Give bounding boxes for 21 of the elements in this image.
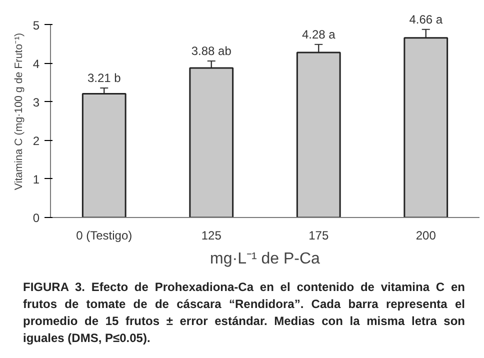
bar	[82, 93, 126, 218]
data-label: 3.21 b	[87, 70, 122, 85]
bar	[296, 52, 341, 218]
data-label: 4.66 a	[409, 12, 443, 26]
data-label: 3.88 ab	[191, 44, 232, 58]
y-tick-label: 4	[32, 56, 40, 71]
y-tick-label: 1	[32, 172, 40, 186]
bar	[404, 37, 448, 218]
x-tick-label: 175	[308, 228, 329, 242]
bar	[189, 67, 234, 218]
y-tick-label: 2	[32, 134, 40, 148]
x-tick-label: 125	[201, 228, 222, 242]
text: FIGURA 3. Efecto de Prohexadiona-Ca en el contenido de vitamina C en frutos de tomate de de cáscara “Rendidora”. Cada barra representa el promedio de 15 frutos ± error estándar. Medias con la misma letra son iguales (DMS, P≤0.05).	[23, 279, 465, 348]
y-tick-label: 5	[32, 18, 40, 32]
x-axis-title: mg·L⁻¹ de P-Ca	[210, 250, 320, 268]
y-tick-label: 0	[32, 211, 40, 225]
y-tick-label: 3	[32, 95, 40, 110]
data-label: 4.28 a	[302, 27, 336, 42]
x-tick-label: 0 (Testigo)	[76, 228, 132, 242]
y-axis-title: Vitamina C (mg·100 g de Fruto⁻¹)	[12, 32, 25, 190]
x-tick-label: 200	[416, 228, 436, 242]
